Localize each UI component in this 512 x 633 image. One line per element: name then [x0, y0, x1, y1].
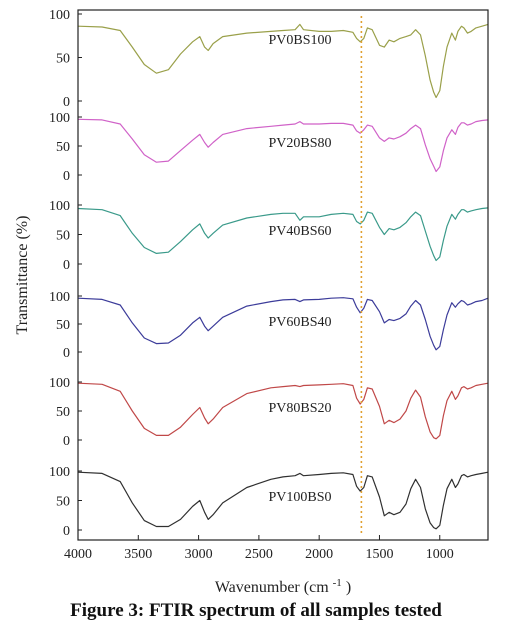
series-label-PV100BS0: PV100BS0 — [268, 490, 331, 505]
y-tick-label: 0 — [63, 258, 70, 273]
series-line-PV80BS20 — [77, 382, 489, 440]
panel-PV40BS60: 0 50 100 PV40BS60 — [49, 199, 489, 273]
series-line-PV60BS40 — [77, 297, 489, 351]
y-tick-label: 50 — [56, 140, 70, 155]
y-tick-label: 50 — [56, 229, 70, 244]
y-tick-label: 50 — [56, 405, 70, 420]
x-axis-title-sup: -1 — [333, 577, 342, 589]
y-tick-label: 0 — [63, 524, 70, 539]
x-tick-label: 1000 — [426, 547, 454, 562]
x-tick-label: 4000 — [64, 547, 92, 562]
y-tick-label: 0 — [63, 169, 70, 184]
x-tick-label: 3500 — [124, 547, 152, 562]
series-label-PV20BS80: PV20BS80 — [268, 136, 331, 151]
panels-group: 0 50 100 PV0BS100 0 50 100 PV20BS80 0 50 100 PV40BS… — [49, 8, 489, 539]
ftir-chart: 0 50 100 PV0BS100 0 50 100 PV20BS80 0 50 100 PV40BS… — [14, 8, 489, 596]
y-tick-label: 0 — [63, 434, 70, 449]
x-axis-title-unit: (cm — [304, 579, 329, 596]
plot-frame — [77, 9, 489, 541]
y-tick-label: 100 — [49, 199, 70, 214]
y-tick-label: 50 — [56, 318, 70, 333]
x-axis-title-close: ) — [346, 579, 351, 596]
series-label-PV60BS40: PV60BS40 — [268, 315, 331, 330]
y-tick-label: 100 — [49, 290, 70, 305]
panel-PV100BS0: 0 50 100 PV100BS0 — [49, 465, 489, 539]
series-line-PV100BS0 — [77, 471, 489, 530]
y-tick-label: 0 — [63, 346, 70, 361]
x-tick-label: 2000 — [305, 547, 333, 562]
y-tick-label: 100 — [49, 111, 70, 126]
series-line-PV40BS60 — [77, 207, 489, 262]
series-label-PV80BS20: PV80BS20 — [268, 401, 331, 416]
y-tick-label: 0 — [63, 95, 70, 110]
x-tick-label: 3000 — [185, 547, 213, 562]
panel-PV60BS40: 0 50 100 PV60BS40 — [49, 290, 489, 361]
y-axis-title: Transmittance (%) — [14, 216, 31, 335]
panel-PV80BS20: 0 50 100 PV80BS20 — [49, 376, 489, 449]
panel-PV0BS100: 0 50 100 PV0BS100 — [49, 8, 489, 110]
series-line-PV0BS100 — [77, 23, 489, 99]
y-tick-label: 100 — [49, 465, 70, 480]
y-tick-label: 50 — [56, 52, 70, 67]
y-tick-label: 100 — [49, 8, 70, 23]
y-tick-label: 50 — [56, 495, 70, 510]
figure-caption: Figure 3: FTIR spectrum of all samples t… — [70, 600, 442, 621]
x-tick-label: 2500 — [245, 547, 273, 562]
y-tick-label: 100 — [49, 376, 70, 391]
x-axis: 4000 3500 3000 2500 2000 1500 1000 — [64, 9, 489, 562]
series-label-PV0BS100: PV0BS100 — [268, 33, 331, 48]
x-axis-title: Wavenumber (cm -1 ) — [215, 573, 351, 596]
series-label-PV40BS60: PV40BS60 — [268, 224, 331, 239]
series-line-PV20BS80 — [77, 118, 489, 173]
x-tick-label: 1500 — [365, 547, 393, 562]
x-axis-title-text: Wavenumber — [215, 579, 301, 596]
panel-PV20BS80: 0 50 100 PV20BS80 — [49, 111, 489, 184]
